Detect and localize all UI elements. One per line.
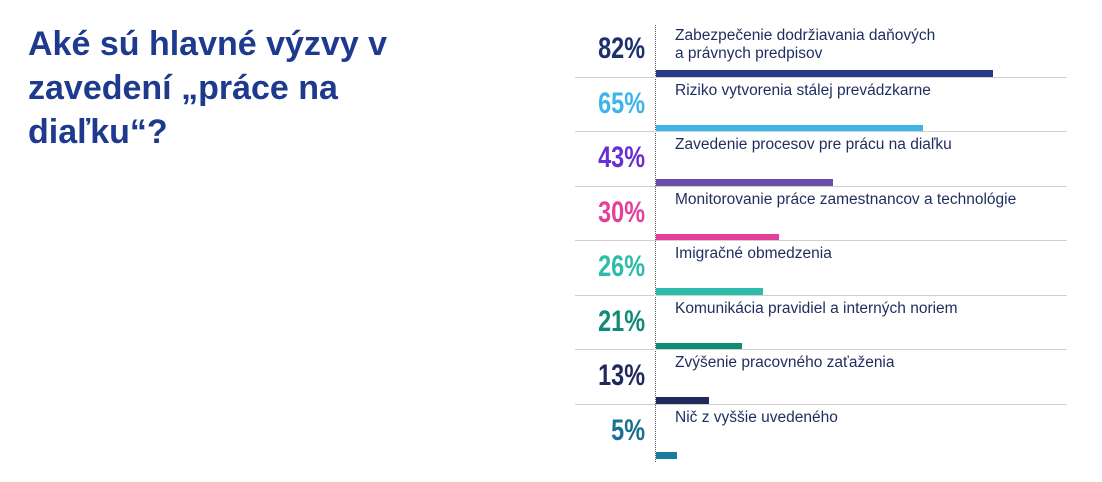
separator (575, 185, 1067, 187)
bar (656, 342, 743, 350)
value-label: 43% (598, 141, 645, 174)
bar (656, 451, 677, 459)
value-label: 5% (611, 413, 645, 447)
category-label: Komunikácia pravidiel a interných noriem (675, 299, 958, 317)
value-label: 13% (598, 359, 645, 392)
bar (656, 179, 833, 186)
category-label: Riziko vytvorenia stálej prevádzkarne (675, 81, 931, 99)
bar (656, 397, 710, 404)
separator (575, 131, 1067, 132)
bar (656, 70, 994, 77)
bar (656, 124, 924, 132)
category-label: Zavedenie procesov pre prácu na diaľku (675, 136, 952, 153)
separator (575, 349, 1067, 350)
chart-title: Aké sú hlavné výzvy v zavedení „práce na… (28, 25, 388, 151)
axis-line (655, 25, 656, 462)
value-label: 82% (598, 32, 645, 65)
category-label: Imigračné obmedzenia (675, 245, 832, 262)
category-label: Zabezpečenie dodržiavania daňových a prá… (675, 27, 936, 62)
separator (575, 240, 1067, 241)
category-label: Monitorovanie práce zamestnancov a techn… (675, 190, 1017, 208)
category-label: Nič z vyššie uvedeného (675, 408, 838, 426)
separator (575, 403, 1067, 405)
separator (575, 76, 1067, 78)
bar (656, 288, 763, 295)
category-label: Zvýšenie pracovného zaťaženia (675, 354, 895, 371)
value-label: 26% (598, 250, 645, 283)
value-label: 65% (598, 86, 645, 120)
value-label: 30% (598, 195, 645, 229)
separator (575, 294, 1067, 296)
value-label: 21% (598, 304, 645, 338)
bar (656, 233, 780, 241)
